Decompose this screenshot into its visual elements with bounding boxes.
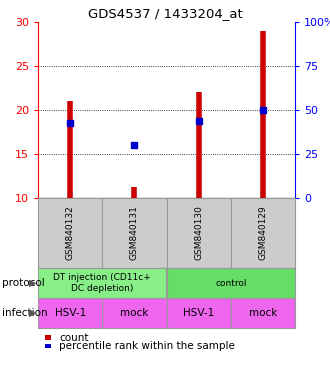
Text: HSV-1: HSV-1 — [183, 308, 214, 318]
Text: DT injection (CD11c+
DC depletion): DT injection (CD11c+ DC depletion) — [53, 273, 151, 293]
Text: count: count — [59, 333, 89, 343]
Text: percentile rank within the sample: percentile rank within the sample — [59, 341, 235, 351]
Text: protocol: protocol — [2, 278, 45, 288]
Text: infection: infection — [2, 308, 48, 318]
Text: HSV-1: HSV-1 — [54, 308, 86, 318]
Text: GSM840129: GSM840129 — [258, 205, 267, 260]
Text: GSM840131: GSM840131 — [130, 205, 139, 260]
Text: control: control — [215, 278, 247, 288]
Text: ▶: ▶ — [29, 308, 37, 318]
Text: GSM840132: GSM840132 — [66, 205, 75, 260]
Text: mock: mock — [249, 308, 277, 318]
Text: GSM840130: GSM840130 — [194, 205, 203, 260]
Text: GDS4537 / 1433204_at: GDS4537 / 1433204_at — [88, 7, 242, 20]
Text: mock: mock — [120, 308, 148, 318]
Text: ▶: ▶ — [29, 278, 37, 288]
